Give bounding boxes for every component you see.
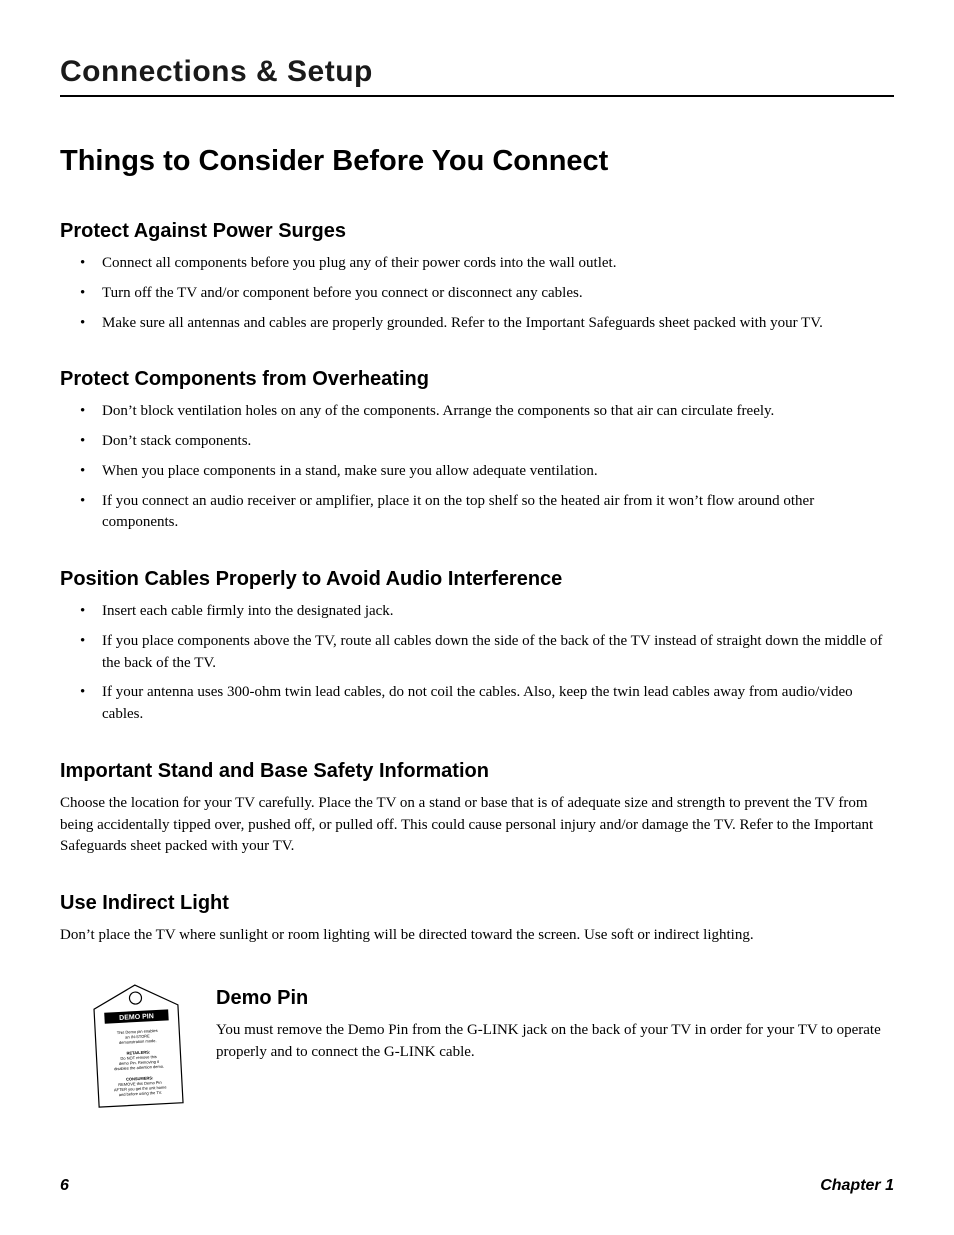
heading-overheating: Protect Components from Overheating xyxy=(60,368,894,391)
list-overheating: Don’t block ventilation holes on any of … xyxy=(60,401,894,534)
heading-cables: Position Cables Properly to Avoid Audio … xyxy=(60,568,894,591)
heading-demo-pin: Demo Pin xyxy=(216,987,894,1010)
page-number: 6 xyxy=(60,1177,69,1195)
chapter-label: Chapter 1 xyxy=(820,1177,894,1195)
page-title: Things to Consider Before You Connect xyxy=(60,145,894,178)
heading-indirect-light: Use Indirect Light xyxy=(60,892,894,915)
header-title: Connections & Setup xyxy=(60,55,373,88)
hang-tag-icon: DEMO PIN This Demo pin enables an IN-STO… xyxy=(88,981,188,1111)
list-item: Connect all components before you plug a… xyxy=(88,253,894,275)
list-item: Don’t block ventilation holes on any of … xyxy=(88,401,894,423)
heading-power-surges: Protect Against Power Surges xyxy=(60,220,894,243)
paragraph-indirect-light: Don’t place the TV where sunlight or roo… xyxy=(60,925,894,947)
list-item: Insert each cable firmly into the design… xyxy=(88,601,894,623)
list-item: If your antenna uses 300-ohm twin lead c… xyxy=(88,682,894,726)
page: Connections & Setup Things to Consider B… xyxy=(0,0,954,1235)
section-demo-pin: DEMO PIN This Demo pin enables an IN-STO… xyxy=(60,981,894,1111)
list-power-surges: Connect all components before you plug a… xyxy=(60,253,894,334)
list-cables: Insert each cable firmly into the design… xyxy=(60,601,894,726)
list-item: Don’t stack components. xyxy=(88,431,894,453)
paragraph-stand-safety: Choose the location for your TV carefull… xyxy=(60,793,894,858)
list-item: When you place components in a stand, ma… xyxy=(88,461,894,483)
section-power-surges: Protect Against Power Surges Connect all… xyxy=(60,220,894,334)
list-item: If you connect an audio receiver or ampl… xyxy=(88,491,894,535)
section-indirect-light: Use Indirect Light Don’t place the TV wh… xyxy=(60,892,894,947)
list-item: Make sure all antennas and cables are pr… xyxy=(88,313,894,335)
section-stand-safety: Important Stand and Base Safety Informat… xyxy=(60,760,894,858)
heading-stand-safety: Important Stand and Base Safety Informat… xyxy=(60,760,894,783)
paragraph-demo-pin: You must remove the Demo Pin from the G-… xyxy=(216,1020,894,1064)
list-item: Turn off the TV and/or component before … xyxy=(88,283,894,305)
demo-pin-tag-graphic: DEMO PIN This Demo pin enables an IN-STO… xyxy=(88,981,188,1111)
demo-pin-text: Demo Pin You must remove the Demo Pin fr… xyxy=(216,981,894,1072)
section-overheating: Protect Components from Overheating Don’… xyxy=(60,368,894,534)
page-footer: 6 Chapter 1 xyxy=(60,1177,894,1195)
list-item: If you place components above the TV, ro… xyxy=(88,631,894,675)
section-cables: Position Cables Properly to Avoid Audio … xyxy=(60,568,894,726)
page-header: Connections & Setup xyxy=(60,55,894,97)
